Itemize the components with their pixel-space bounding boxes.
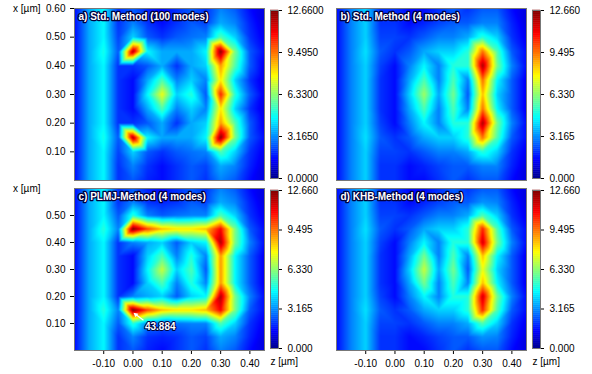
svg-text:0.20: 0.20 xyxy=(46,291,66,302)
svg-text:0.20: 0.20 xyxy=(444,358,464,369)
svg-text:0.40: 0.40 xyxy=(46,60,66,71)
svg-text:6.3300: 6.3300 xyxy=(288,89,319,100)
svg-text:6.330: 6.330 xyxy=(288,264,313,275)
svg-text:0.10: 0.10 xyxy=(46,146,66,157)
svg-text:0.00: 0.00 xyxy=(385,358,405,369)
svg-text:12.6600: 12.6600 xyxy=(288,5,325,16)
svg-text:3.165: 3.165 xyxy=(550,303,575,314)
svg-text:0.30: 0.30 xyxy=(46,264,66,275)
svg-text:-0.10: -0.10 xyxy=(354,358,377,369)
svg-text:b) Std. Method (4 modes): b) Std. Method (4 modes) xyxy=(341,11,460,22)
svg-text:a) Std. Method (100 modes): a) Std. Method (100 modes) xyxy=(79,11,209,22)
svg-text:0.000: 0.000 xyxy=(288,343,313,354)
svg-text:12.660: 12.660 xyxy=(550,5,581,16)
svg-text:0.10: 0.10 xyxy=(414,358,434,369)
svg-text:0.50: 0.50 xyxy=(46,210,66,221)
svg-text:3.165: 3.165 xyxy=(550,131,575,142)
svg-text:0.60: 0.60 xyxy=(46,3,66,14)
svg-text:0.10: 0.10 xyxy=(46,318,66,329)
svg-text:9.495: 9.495 xyxy=(550,224,575,235)
svg-text:0.10: 0.10 xyxy=(152,358,172,369)
svg-text:3.165: 3.165 xyxy=(288,303,313,314)
svg-text:0.000: 0.000 xyxy=(550,173,575,184)
svg-text:0.50: 0.50 xyxy=(46,31,66,42)
svg-text:x [µm]: x [µm] xyxy=(13,3,41,14)
svg-text:0.0000: 0.0000 xyxy=(288,173,319,184)
svg-text:43.884: 43.884 xyxy=(145,321,176,332)
svg-text:9.495: 9.495 xyxy=(288,224,313,235)
svg-text:0.40: 0.40 xyxy=(502,358,522,369)
svg-text:0.40: 0.40 xyxy=(46,237,66,248)
svg-text:0.40: 0.40 xyxy=(240,358,260,369)
svg-text:0.00: 0.00 xyxy=(123,358,143,369)
svg-text:6.330: 6.330 xyxy=(550,264,575,275)
svg-text:0.20: 0.20 xyxy=(46,117,66,128)
svg-text:0.30: 0.30 xyxy=(473,358,493,369)
svg-text:9.4950: 9.4950 xyxy=(288,47,319,58)
svg-text:9.495: 9.495 xyxy=(550,47,575,58)
svg-text:0.30: 0.30 xyxy=(46,89,66,100)
svg-text:c) PLMJ-Method (4 modes): c) PLMJ-Method (4 modes) xyxy=(79,191,206,202)
svg-text:3.1650: 3.1650 xyxy=(288,131,319,142)
svg-text:0.000: 0.000 xyxy=(550,343,575,354)
svg-text:d) KHB-Method (4 modes): d) KHB-Method (4 modes) xyxy=(341,191,464,202)
svg-text:0.30: 0.30 xyxy=(211,358,231,369)
svg-text:6.330: 6.330 xyxy=(550,89,575,100)
svg-text:x [µm]: x [µm] xyxy=(13,183,41,194)
svg-text:0.20: 0.20 xyxy=(182,358,202,369)
svg-text:-0.10: -0.10 xyxy=(92,358,115,369)
svg-text:z [µm]: z [µm] xyxy=(533,356,561,367)
svg-text:12.660: 12.660 xyxy=(550,185,581,196)
svg-text:z [µm]: z [µm] xyxy=(271,356,299,367)
svg-text:12.660: 12.660 xyxy=(288,185,319,196)
